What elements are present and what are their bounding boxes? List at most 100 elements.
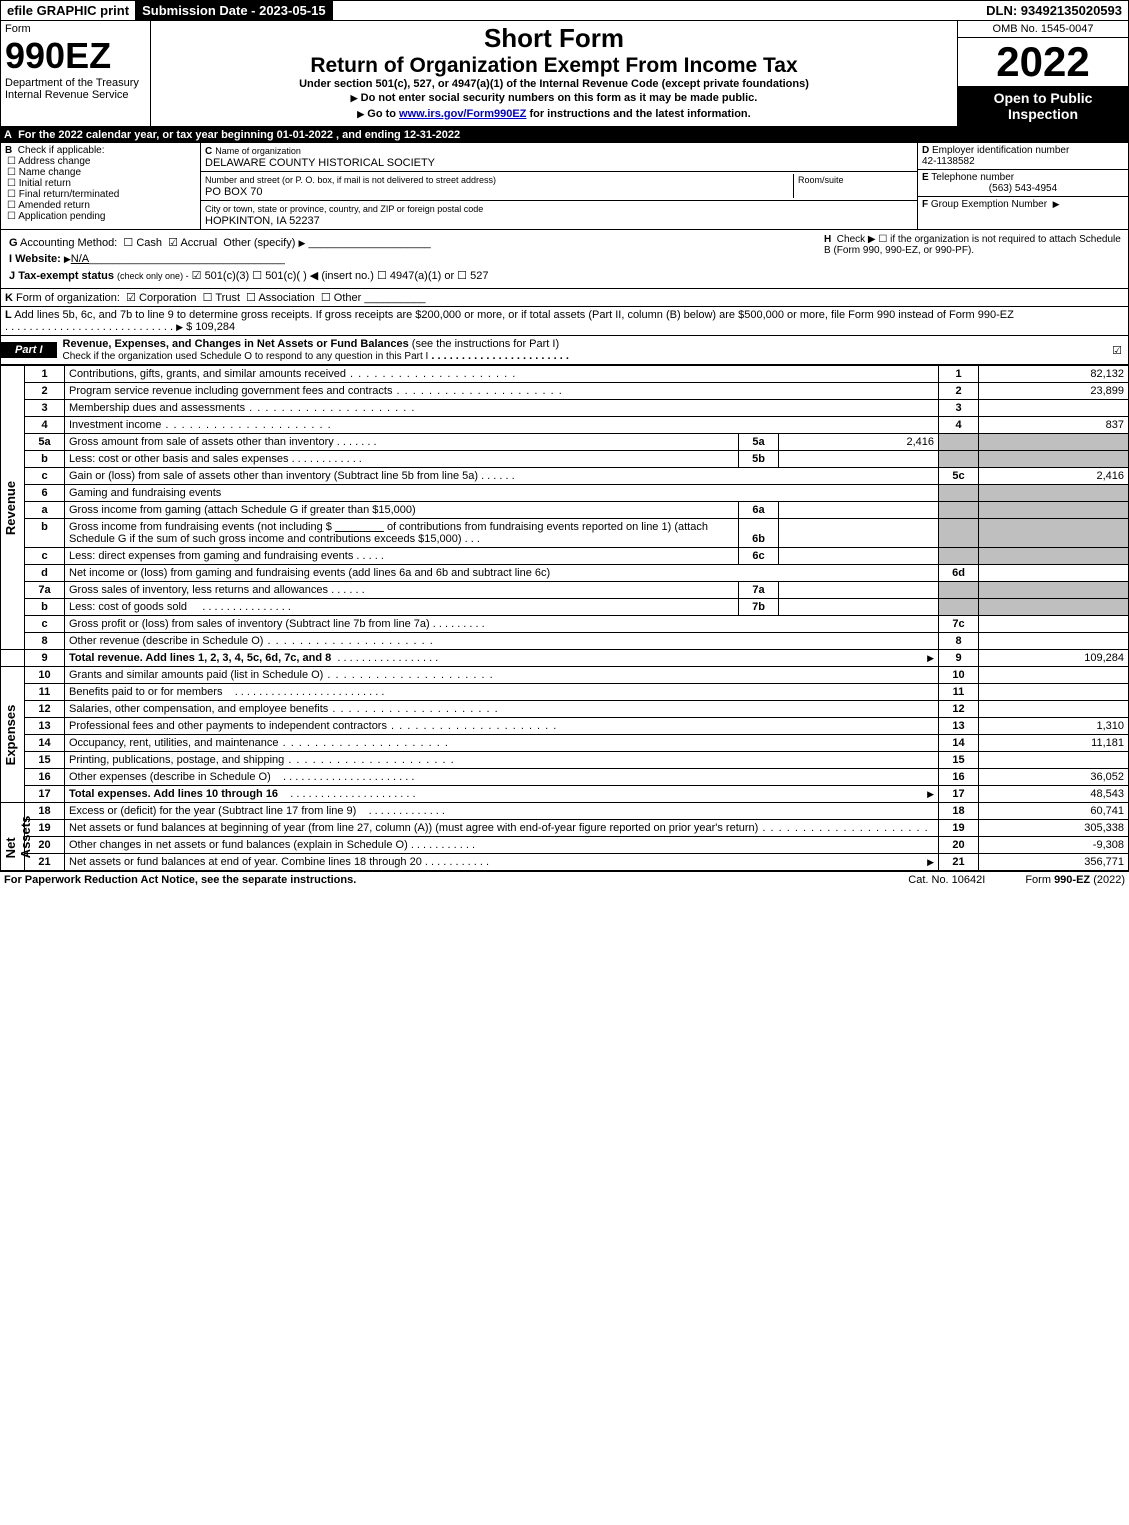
netassets-side-label: Net Assets <box>3 815 33 858</box>
table-row: 15Printing, publications, postage, and s… <box>1 752 1129 769</box>
sections-ghijkl: H Check ▶ ☐ if the organization is not r… <box>0 230 1129 289</box>
form-word: Form <box>5 23 146 35</box>
table-row: 11Benefits paid to or for members . . . … <box>1 684 1129 701</box>
telephone: (563) 543-4954 <box>922 183 1124 194</box>
table-row: 9Total revenue. Add lines 1, 2, 3, 4, 5c… <box>1 650 1129 667</box>
city: HOPKINTON, IA 52237 <box>205 215 320 227</box>
amt-21: 356,771 <box>979 854 1129 871</box>
amt-1: 82,132 <box>979 366 1129 383</box>
table-row: 12Salaries, other compensation, and empl… <box>1 701 1129 718</box>
table-row: aGross income from gaming (attach Schedu… <box>1 502 1129 519</box>
gross-receipts: $ 109,284 <box>186 321 235 333</box>
short-form-title: Short Form <box>155 23 953 54</box>
amt-19: 305,338 <box>979 820 1129 837</box>
header-left: Form 990EZ Department of the Treasury In… <box>1 21 151 126</box>
amt-18: 60,741 <box>979 803 1129 820</box>
part1-header: Part I Revenue, Expenses, and Changes in… <box>0 336 1129 365</box>
amt-14: 11,181 <box>979 735 1129 752</box>
arrow-icon <box>1053 199 1060 210</box>
table-row: 2Program service revenue including gover… <box>1 383 1129 400</box>
irs-link[interactable]: www.irs.gov/Form990EZ <box>399 108 526 120</box>
amt-17: 48,543 <box>979 786 1129 803</box>
top-spacer <box>333 1 981 20</box>
table-row: cLess: direct expenses from gaming and f… <box>1 548 1129 565</box>
chk-4947[interactable] <box>377 270 387 282</box>
chk-501c[interactable] <box>252 270 262 282</box>
chk-corp[interactable] <box>126 292 136 304</box>
footer-catno: Cat. No. 10642I <box>908 874 985 886</box>
table-row: 7aGross sales of inventory, less returns… <box>1 582 1129 599</box>
amt-16: 36,052 <box>979 769 1129 786</box>
arrow-icon <box>351 92 358 104</box>
ein: 42-1138582 <box>922 156 975 167</box>
chk-other[interactable] <box>321 292 331 304</box>
part1-title: Revenue, Expenses, and Changes in Net As… <box>57 336 575 364</box>
table-row: 13Professional fees and other payments t… <box>1 718 1129 735</box>
section-k: K Form of organization: Corporation Trus… <box>0 289 1129 307</box>
table-row: 20Other changes in net assets or fund ba… <box>1 837 1129 854</box>
tax-year: 2022 <box>958 38 1128 86</box>
form-number: 990EZ <box>5 35 146 77</box>
header-center: Short Form Return of Organization Exempt… <box>151 21 958 126</box>
website: N/A <box>71 253 89 265</box>
table-row: cGain or (loss) from sale of assets othe… <box>1 468 1129 485</box>
ssn-warning: Do not enter social security numbers on … <box>155 90 953 106</box>
amt-2: 23,899 <box>979 383 1129 400</box>
section-c: C Name of organization DELAWARE COUNTY H… <box>201 143 918 229</box>
section-def: D Employer identification number42-11385… <box>918 143 1128 229</box>
section-j: J Tax-exempt status (check only one) - 5… <box>5 267 1124 284</box>
table-row: 4Investment income4837 <box>1 417 1129 434</box>
dept-treasury: Department of the Treasury <box>5 77 146 89</box>
footer-notice: For Paperwork Reduction Act Notice, see … <box>4 874 356 886</box>
org-name: DELAWARE COUNTY HISTORICAL SOCIETY <box>205 157 435 169</box>
chk-name[interactable]: Name change <box>5 167 196 178</box>
amt-13: 1,310 <box>979 718 1129 735</box>
table-row: Net Assets 18Excess or (deficit) for the… <box>1 803 1129 820</box>
street: PO BOX 70 <box>205 186 262 198</box>
amt-9: 109,284 <box>979 650 1129 667</box>
page-footer: For Paperwork Reduction Act Notice, see … <box>0 871 1129 888</box>
dln: DLN: 93492135020593 <box>980 1 1128 20</box>
sections-bcde: B Check if applicable: Address change Na… <box>0 143 1129 230</box>
chk-501c3[interactable] <box>192 270 202 282</box>
under-section: Under section 501(c), 527, or 4947(a)(1)… <box>155 78 953 90</box>
chk-address[interactable]: Address change <box>5 156 196 167</box>
chk-trust[interactable] <box>203 292 213 304</box>
table-row: 3Membership dues and assessments3 <box>1 400 1129 417</box>
table-row: 6Gaming and fundraising events <box>1 485 1129 502</box>
table-row: 8Other revenue (describe in Schedule O)8 <box>1 633 1129 650</box>
footer-form: Form 990-EZ (2022) <box>1025 874 1125 886</box>
chk-cash[interactable] <box>123 237 133 249</box>
irs: Internal Revenue Service <box>5 89 146 101</box>
table-row: 5aGross amount from sale of assets other… <box>1 434 1129 451</box>
arrow-icon <box>357 108 364 120</box>
form-header: Form 990EZ Department of the Treasury In… <box>0 21 1129 127</box>
chk-amended[interactable]: Amended return <box>5 200 196 211</box>
part1-table: Revenue 1Contributions, gifts, grants, a… <box>0 365 1129 871</box>
part1-checkbox[interactable] <box>1112 344 1128 357</box>
submission-date: Submission Date - 2023-05-15 <box>136 1 333 20</box>
open-public-badge: Open to Public Inspection <box>958 86 1128 126</box>
table-row: cGross profit or (loss) from sales of in… <box>1 616 1129 633</box>
omb-number: OMB No. 1545-0047 <box>958 21 1128 38</box>
expenses-side-label: Expenses <box>3 704 18 765</box>
chk-accrual[interactable] <box>168 237 178 249</box>
chk-final[interactable]: Final return/terminated <box>5 189 196 200</box>
efile-print-button[interactable]: efile GRAPHIC print <box>1 1 136 20</box>
part1-label: Part I <box>1 342 57 358</box>
top-bar: efile GRAPHIC print Submission Date - 20… <box>0 0 1129 21</box>
amt-20: -9,308 <box>979 837 1129 854</box>
amt-4: 837 <box>979 417 1129 434</box>
table-row: 17Total expenses. Add lines 10 through 1… <box>1 786 1129 803</box>
table-row: bGross income from fundraising events (n… <box>1 519 1129 548</box>
table-row: bLess: cost of goods sold . . . . . . . … <box>1 599 1129 616</box>
chk-pending[interactable]: Application pending <box>5 211 196 222</box>
goto-line: Go to www.irs.gov/Form990EZ for instruct… <box>155 106 953 122</box>
section-l: L Add lines 5b, 6c, and 7b to line 9 to … <box>0 307 1129 336</box>
revenue-side-label: Revenue <box>3 480 18 534</box>
chk-initial[interactable]: Initial return <box>5 178 196 189</box>
table-row: 14Occupancy, rent, utilities, and mainte… <box>1 735 1129 752</box>
table-row: 19Net assets or fund balances at beginni… <box>1 820 1129 837</box>
chk-assoc[interactable] <box>246 292 256 304</box>
chk-527[interactable] <box>457 270 467 282</box>
